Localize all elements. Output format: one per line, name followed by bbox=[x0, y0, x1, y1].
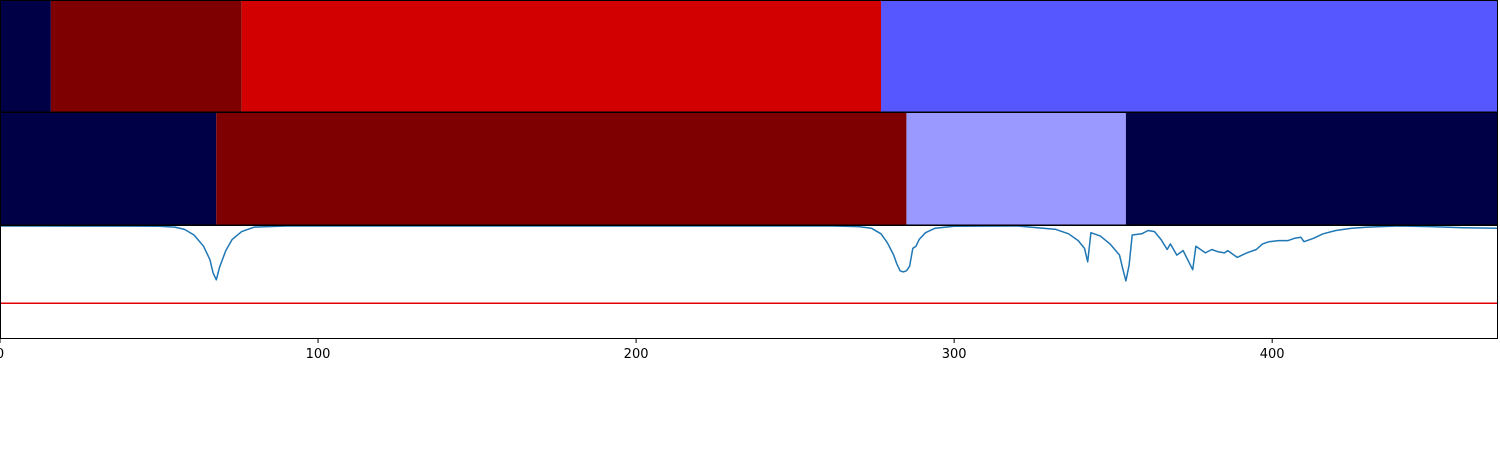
signal-panel bbox=[0, 225, 1499, 339]
x-tick-label: 200 bbox=[624, 347, 649, 362]
x-tick-label: 300 bbox=[942, 347, 967, 362]
heatmap-segment-3 bbox=[906, 113, 1126, 225]
x-axis: 0 100 200 300 400 bbox=[0, 338, 1285, 362]
heatmap-segment-1 bbox=[0, 113, 217, 225]
x-tick-label: 400 bbox=[1260, 347, 1285, 362]
heatmap-segment-4 bbox=[880, 1, 1498, 112]
heatmap-track-1 bbox=[0, 0, 1498, 113]
heatmap-track-2 bbox=[0, 112, 1498, 226]
heatmap-segment-4 bbox=[1125, 113, 1498, 225]
signal-background bbox=[0, 226, 1498, 338]
heatmap-segment-1 bbox=[0, 1, 51, 112]
heatmap-segment-2 bbox=[50, 1, 242, 112]
x-tick-label: 0 bbox=[0, 347, 4, 362]
heatmap-segment-2 bbox=[216, 113, 907, 225]
panel-frame bbox=[0, 225, 1498, 339]
signal-line-1 bbox=[0, 225, 1499, 282]
heatmap-segment-3 bbox=[241, 1, 881, 112]
x-tick-label: 100 bbox=[306, 347, 331, 362]
